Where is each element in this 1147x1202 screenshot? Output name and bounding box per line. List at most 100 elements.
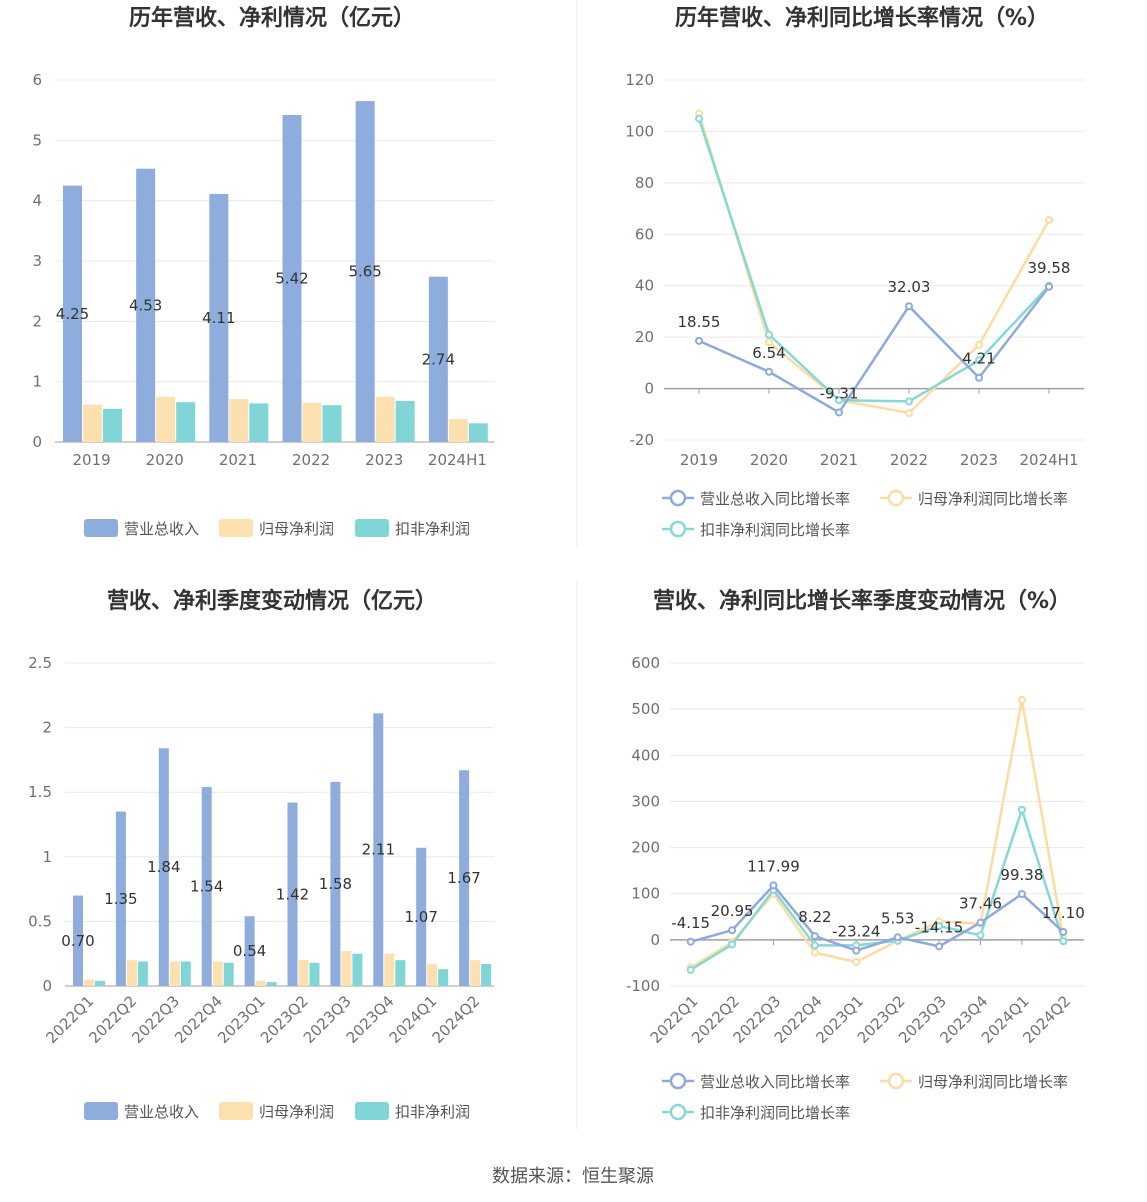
line-net-profit-growth-point bbox=[852, 958, 861, 967]
legend-swatch-bar-revenue bbox=[84, 519, 118, 537]
x-tick-label: 2022 bbox=[292, 451, 330, 469]
line-revenue-growth-point bbox=[769, 881, 778, 890]
bar-net-profit bbox=[229, 399, 249, 442]
y-tick-label: 100 bbox=[631, 885, 660, 903]
line-deducted-profit-growth bbox=[690, 805, 1065, 971]
line-revenue-growth-point bbox=[1017, 890, 1026, 899]
line-deducted-profit-growth-point bbox=[976, 931, 985, 940]
y-tick-label: 2 bbox=[42, 719, 52, 737]
line-deducted-profit-growth-point bbox=[810, 941, 819, 950]
line-data-label: 99.38 bbox=[1000, 866, 1043, 884]
line-data-label: 18.55 bbox=[678, 313, 721, 331]
bar-deducted-profit bbox=[438, 969, 449, 986]
legend-label: 扣非净利润同比增长率 bbox=[700, 1104, 850, 1122]
line-revenue-growth-point bbox=[810, 932, 819, 941]
x-tick-label: 2020 bbox=[146, 451, 184, 469]
bar-deducted-profit bbox=[481, 964, 492, 986]
y-tick-label: 0 bbox=[650, 931, 660, 949]
bar-data-label: 2.74 bbox=[422, 350, 455, 368]
line-revenue-growth-point bbox=[905, 302, 913, 311]
line-revenue-growth-point bbox=[935, 942, 944, 951]
bar-data-label: 0.54 bbox=[233, 942, 266, 960]
legend-label: 扣非净利润 bbox=[395, 520, 470, 538]
bar-revenue bbox=[115, 811, 126, 986]
bar-deducted-profit bbox=[322, 405, 342, 442]
line-deducted-profit-growth bbox=[697, 118, 1050, 403]
y-tick-label: 1.5 bbox=[28, 783, 52, 801]
x-tick-label: 2019 bbox=[680, 451, 718, 469]
bar-revenue bbox=[209, 194, 229, 442]
y-tick-label: 2 bbox=[32, 312, 42, 330]
annual-revenue-profit-bar-chart: 0 1 2 3 4 5 6 4.25 2019 4.53 2020 4.11 2021 5.42 2022 5… bbox=[32, 71, 494, 538]
legend-label: 归母净利润 bbox=[259, 1103, 334, 1121]
y-tick-label: 0 bbox=[32, 433, 42, 451]
line-data-label: 32.03 bbox=[888, 278, 931, 296]
bar-revenue bbox=[428, 276, 448, 442]
quarterly-revenue-profit-bar-chart: 00.511.522.50.702022Q11.352022Q21.842022… bbox=[28, 654, 494, 1121]
bar-revenue bbox=[287, 802, 298, 986]
bar-deducted-profit bbox=[309, 962, 320, 986]
x-tick-label: 2023 bbox=[960, 451, 998, 469]
x-tick-label: 2020 bbox=[750, 451, 788, 469]
line-revenue-growth-point bbox=[765, 367, 773, 376]
y-tick-label: 0 bbox=[644, 380, 654, 398]
legend-label: 营业总收入 bbox=[124, 1103, 199, 1121]
bar-net-profit bbox=[375, 396, 395, 442]
line-revenue-growth-point bbox=[975, 373, 983, 382]
line-data-label: 117.99 bbox=[747, 857, 800, 875]
bar-net-profit bbox=[302, 402, 322, 442]
y-tick-label: 1 bbox=[42, 848, 52, 866]
line-deducted-profit-growth-point bbox=[975, 356, 983, 365]
y-tick-label: -20 bbox=[630, 431, 655, 449]
line-deducted-profit-growth-point bbox=[695, 114, 703, 123]
line-net-profit-growth-point bbox=[905, 409, 913, 417]
bar-data-label: 1.42 bbox=[276, 885, 309, 903]
line-net-profit-growth bbox=[697, 113, 1051, 415]
bar-deducted-profit bbox=[137, 961, 148, 986]
bar-net-profit bbox=[427, 964, 438, 986]
y-tick-label: 400 bbox=[631, 746, 660, 764]
bar-net-profit bbox=[156, 396, 176, 442]
bar-data-label: 4.53 bbox=[129, 296, 162, 314]
legend-swatch-bar-net-profit bbox=[219, 1102, 253, 1120]
bar-net-profit bbox=[212, 961, 223, 986]
bar-deducted-profit bbox=[180, 961, 191, 986]
bar-data-label: 4.25 bbox=[56, 305, 89, 323]
line-deducted-profit-growth-point bbox=[686, 965, 695, 974]
line-revenue-growth-point bbox=[728, 926, 737, 935]
line-deducted-profit-growth-point bbox=[765, 330, 773, 339]
y-tick-label: 1 bbox=[32, 373, 42, 391]
bar-revenue bbox=[355, 101, 375, 442]
line-revenue-growth-point bbox=[976, 918, 985, 927]
bar-net-profit bbox=[384, 953, 395, 986]
line-data-label: 8.22 bbox=[798, 908, 831, 926]
line-deducted-profit-growth-point bbox=[1017, 805, 1026, 814]
legend-marker-line-deducted-profit-growth bbox=[669, 520, 687, 538]
legend-label: 扣非净利润 bbox=[395, 1103, 470, 1121]
line-data-label: 37.46 bbox=[959, 895, 1002, 913]
line-data-label: 4.21 bbox=[962, 350, 995, 368]
bar-deducted-profit bbox=[103, 408, 122, 442]
x-tick-label: 2023 bbox=[365, 451, 403, 469]
line-deducted-profit-growth-point bbox=[728, 940, 737, 949]
line-revenue-growth-point bbox=[852, 946, 861, 955]
y-tick-label: 20 bbox=[635, 328, 654, 346]
y-tick-label: 6 bbox=[32, 71, 42, 89]
line-revenue-growth-point bbox=[686, 937, 695, 946]
bar-revenue bbox=[73, 895, 83, 986]
y-tick-label: 60 bbox=[635, 225, 654, 243]
legend-label: 归母净利润同比增长率 bbox=[918, 490, 1068, 508]
legend-label: 归母净利润 bbox=[259, 520, 334, 538]
legend-label: 扣非净利润同比增长率 bbox=[700, 521, 850, 539]
legend-swatch-bar-revenue bbox=[84, 1102, 118, 1120]
line-net-profit-growth-point bbox=[975, 340, 983, 349]
y-tick-label: 500 bbox=[631, 700, 660, 718]
legend-marker-line-revenue-growth bbox=[669, 489, 687, 507]
bar-data-label: 5.42 bbox=[275, 269, 308, 287]
x-tick-label: 2024H1 bbox=[428, 451, 487, 469]
bar-net-profit bbox=[126, 960, 137, 986]
y-tick-label: 4 bbox=[32, 192, 42, 210]
bar-net-profit bbox=[341, 951, 352, 986]
bar-revenue bbox=[373, 713, 384, 986]
